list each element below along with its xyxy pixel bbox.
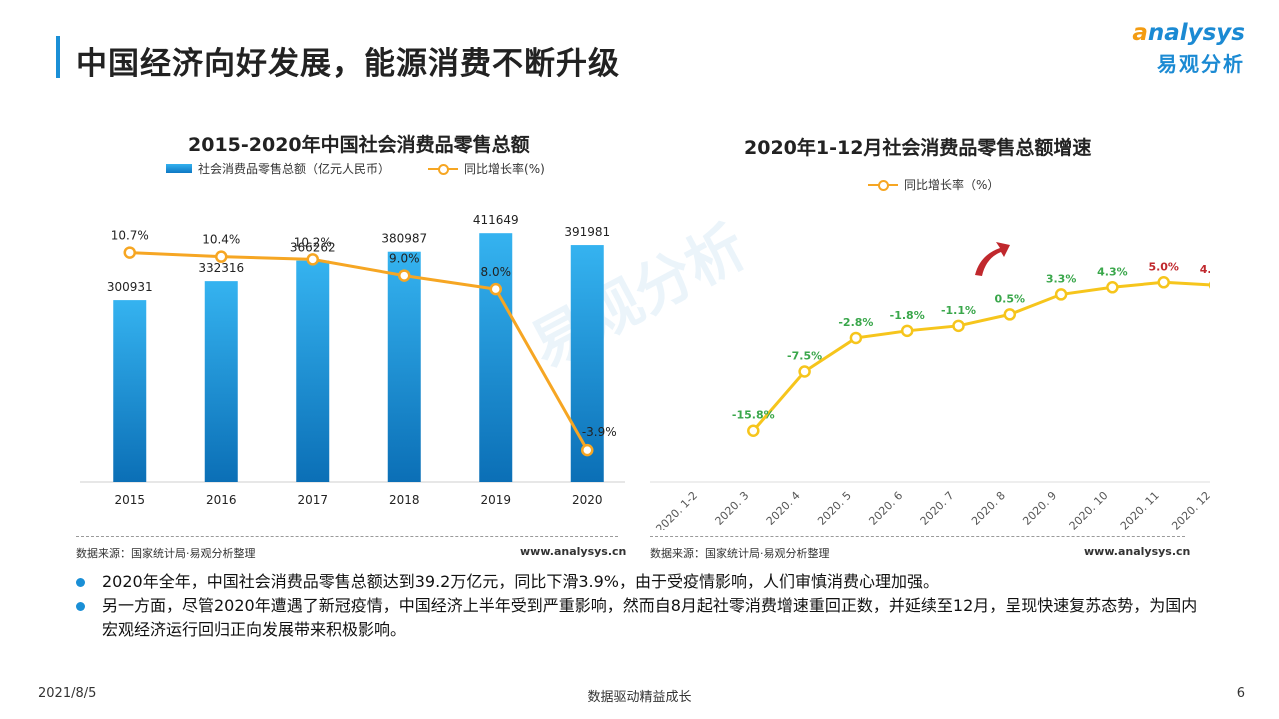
right-source-divider bbox=[650, 536, 1185, 537]
x-tick-label: 2020. 10 bbox=[1067, 489, 1111, 530]
x-tick-label: 2020. 9 bbox=[1020, 489, 1059, 528]
logo-wordmark: analysys bbox=[1132, 20, 1245, 46]
legend-line-swatch bbox=[428, 163, 459, 175]
growth-value-label: 8.0% bbox=[481, 265, 512, 279]
x-tick-label: 2019 bbox=[480, 493, 511, 507]
analysys-logo: analysys 易观分析 bbox=[1132, 20, 1245, 77]
page-number: 6 bbox=[1236, 686, 1245, 701]
monthly-growth-point bbox=[798, 365, 811, 378]
left-site: www.analysys.cn bbox=[520, 545, 627, 558]
footer-date: 2021/8/5 bbox=[38, 686, 97, 701]
bar bbox=[570, 245, 604, 482]
monthly-growth-point bbox=[747, 424, 760, 437]
monthly-growth-point bbox=[1106, 281, 1119, 294]
monthly-growth-point bbox=[900, 324, 914, 338]
monthly-growth-label: -1.8% bbox=[890, 309, 925, 322]
bar bbox=[387, 251, 421, 482]
logo-chinese: 易观分析 bbox=[1157, 52, 1245, 76]
monthly-growth-line bbox=[752, 280, 1210, 432]
bullet-item: 2020年全年，中国社会消费品零售总额达到39.2万亿元，同比下滑3.9%，由于… bbox=[76, 570, 1206, 594]
legend-line-label: 同比增长率(%) bbox=[464, 162, 545, 176]
x-tick-label: 2020. 3 bbox=[713, 489, 752, 528]
monthly-growth-point bbox=[1157, 276, 1170, 289]
legend-bar-swatch bbox=[166, 164, 192, 173]
growth-value-label: 10.2% bbox=[294, 235, 332, 249]
bullet-item: 另一方面，尽管2020年遭遇了新冠疫情，中国经济上半年受到严重影响，然而自8月起… bbox=[76, 594, 1206, 642]
growth-value-label: -3.9% bbox=[582, 425, 617, 439]
trend-arrow-icon bbox=[975, 242, 1010, 276]
page-title: 中国经济向好发展，能源消费不断升级 bbox=[76, 46, 620, 82]
monthly-growth-label: -1.1% bbox=[941, 304, 976, 317]
legend-growth-label: 同比增长率（%） bbox=[904, 178, 1000, 192]
right-source: 数据来源：国家统计局·易观分析整理 bbox=[650, 547, 830, 560]
left-chart-title: 2015-2020年中国社会消费品零售总额 bbox=[188, 134, 530, 156]
growth-value-label: 9.0% bbox=[389, 252, 420, 266]
x-tick-label: 2020. 1-2 bbox=[653, 489, 700, 530]
monthly-growth-point bbox=[1003, 308, 1017, 321]
growth-point bbox=[123, 246, 136, 259]
bullet-dot-icon bbox=[76, 578, 85, 587]
left-chart-legend: 社会消费品零售总额（亿元人民币） 同比增长率(%) bbox=[166, 160, 545, 177]
monthly-growth-label: 4.3% bbox=[1097, 265, 1128, 278]
monthly-growth-label: -15.8% bbox=[732, 409, 775, 422]
bar bbox=[113, 300, 147, 482]
bar-value-label: 366262 bbox=[290, 241, 336, 255]
x-tick-label: 2020 bbox=[572, 493, 603, 507]
x-tick-label: 2020. 6 bbox=[866, 489, 905, 528]
bar bbox=[204, 281, 238, 482]
legend-bar-label: 社会消费品零售总额（亿元人民币） bbox=[198, 162, 391, 176]
bar-value-label: 391981 bbox=[564, 225, 610, 239]
growth-value-label: 10.4% bbox=[202, 233, 240, 247]
monthly-growth-point bbox=[849, 331, 863, 345]
monthly-growth-label: -2.8% bbox=[838, 316, 873, 329]
bullet-dot-icon bbox=[76, 602, 85, 611]
footer-slogan: 数据驱动精益成长 bbox=[587, 690, 692, 705]
monthly-growth-point bbox=[1054, 288, 1068, 301]
bar-value-label: 300931 bbox=[107, 280, 153, 294]
x-tick-label: 2020. 4 bbox=[764, 489, 803, 528]
right-chart: 2020. 1-2 2020. 3 2020. 4 2020. 5 2020. 6 202… bbox=[650, 242, 1210, 530]
x-tick-label: 2017 bbox=[297, 493, 328, 507]
monthly-growth-point bbox=[952, 319, 965, 333]
bar bbox=[296, 260, 330, 482]
growth-point bbox=[398, 269, 411, 282]
monthly-growth-label: 5.0% bbox=[1148, 260, 1179, 273]
bar-value-label: 332316 bbox=[198, 261, 244, 275]
right-chart-legend: 同比增长率（%） bbox=[868, 176, 999, 193]
bar-value-label: 411649 bbox=[473, 213, 519, 227]
left-source: 数据来源：国家统计局·易观分析整理 bbox=[76, 547, 256, 560]
monthly-growth-label: 3.3% bbox=[1046, 272, 1077, 285]
growth-point bbox=[306, 253, 319, 266]
left-source-divider bbox=[76, 536, 618, 537]
x-tick-label: 2018 bbox=[389, 493, 420, 507]
growth-point bbox=[215, 250, 228, 263]
legend-growth-swatch bbox=[868, 179, 898, 191]
x-tick-label: 2020. 11 bbox=[1118, 489, 1162, 530]
right-site: www.analysys.cn bbox=[1084, 545, 1191, 558]
x-tick-label: 2020. 5 bbox=[815, 489, 854, 528]
x-tick-label: 2020. 7 bbox=[918, 489, 957, 528]
x-tick-label: 2020. 12 bbox=[1169, 489, 1210, 530]
monthly-growth-label: 4.6% bbox=[1200, 263, 1210, 276]
title-accent-bar bbox=[56, 36, 60, 78]
left-chart: 300931 2015 332316 2016 366262 2017 380987 2018… bbox=[80, 213, 625, 507]
bullet-list: 2020年全年，中国社会消费品零售总额达到39.2万亿元，同比下滑3.9%，由于… bbox=[76, 570, 1206, 642]
right-chart-title: 2020年1-12月社会消费品零售总额增速 bbox=[744, 137, 1092, 159]
growth-line bbox=[129, 251, 589, 451]
monthly-growth-label: -7.5% bbox=[787, 350, 822, 363]
growth-value-label: 10.7% bbox=[111, 229, 149, 243]
x-tick-label: 2016 bbox=[206, 493, 237, 507]
growth-point bbox=[581, 443, 594, 457]
x-tick-label: 2015 bbox=[114, 493, 145, 507]
x-tick-label: 2020. 8 bbox=[969, 489, 1008, 528]
growth-point bbox=[489, 282, 502, 296]
bar bbox=[479, 233, 513, 482]
bar-value-label: 380987 bbox=[381, 232, 427, 246]
monthly-growth-label: 0.5% bbox=[995, 292, 1026, 305]
